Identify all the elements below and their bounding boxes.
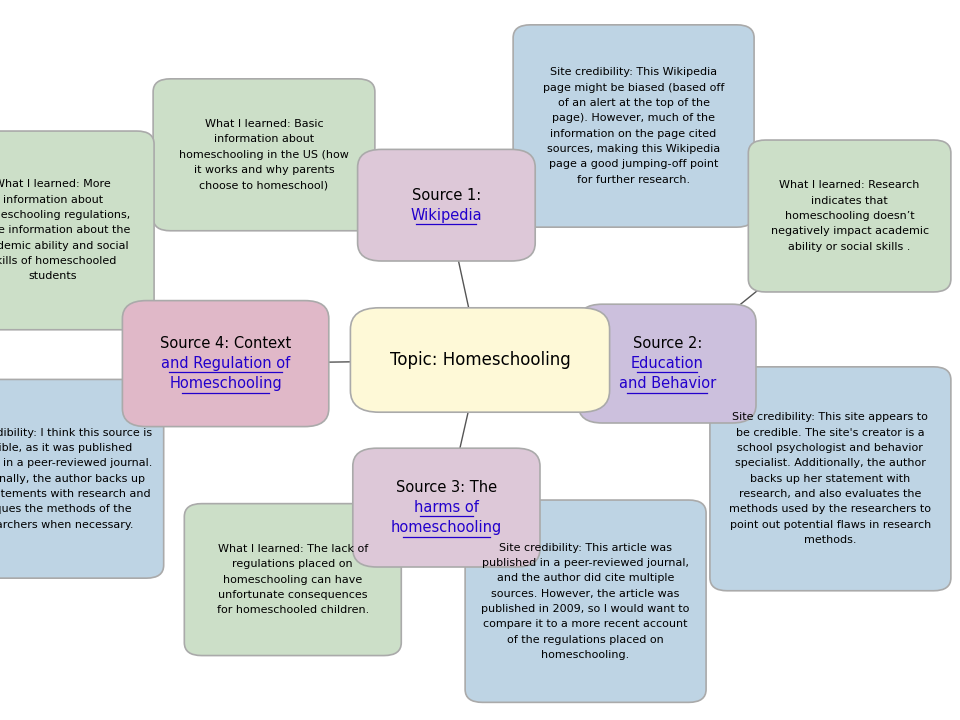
- Text: recently in a peer-reviewed journal.: recently in a peer-reviewed journal.: [0, 459, 152, 469]
- Text: What I learned: Research: What I learned: Research: [780, 180, 920, 190]
- Text: of an alert at the top of the: of an alert at the top of the: [558, 98, 709, 108]
- Text: backs up her statement with: backs up her statement with: [751, 474, 910, 484]
- Text: and the author did cite multiple: and the author did cite multiple: [497, 573, 674, 583]
- Text: What I learned: Basic: What I learned: Basic: [204, 119, 324, 129]
- Text: students: students: [29, 271, 77, 282]
- Text: and Behavior: and Behavior: [618, 377, 716, 391]
- Text: choose to homeschool): choose to homeschool): [200, 181, 328, 191]
- Text: Site credibility: I think this source is: Site credibility: I think this source is: [0, 428, 152, 438]
- Text: school psychologist and behavior: school psychologist and behavior: [737, 443, 924, 453]
- FancyBboxPatch shape: [122, 301, 328, 426]
- Text: critiques the methods of the: critiques the methods of the: [0, 505, 132, 515]
- Text: information on the page cited: information on the page cited: [550, 129, 717, 139]
- Text: for homeschooled children.: for homeschooled children.: [217, 606, 369, 616]
- Text: point out potential flaws in research: point out potential flaws in research: [730, 520, 931, 530]
- Text: Source 2:: Source 2:: [633, 336, 702, 351]
- Text: Additionally, the author backs up: Additionally, the author backs up: [0, 474, 145, 484]
- Text: What I learned: More: What I learned: More: [0, 179, 111, 189]
- Text: compare it to a more recent account: compare it to a more recent account: [483, 619, 688, 629]
- Text: Site credibility: This site appears to: Site credibility: This site appears to: [732, 413, 928, 423]
- Text: of the regulations placed on: of the regulations placed on: [507, 634, 664, 644]
- Text: Site credibility: This Wikipedia: Site credibility: This Wikipedia: [550, 68, 717, 77]
- FancyBboxPatch shape: [709, 366, 950, 590]
- Text: methods.: methods.: [804, 535, 856, 545]
- Text: harms of: harms of: [414, 500, 479, 515]
- Text: more information about the: more information about the: [0, 225, 130, 235]
- Text: homeschooling in the US (how: homeschooling in the US (how: [180, 150, 348, 160]
- FancyBboxPatch shape: [749, 140, 950, 292]
- Text: sources, making this Wikipedia: sources, making this Wikipedia: [547, 144, 720, 154]
- Text: homeschooling: homeschooling: [391, 521, 502, 535]
- Text: Education: Education: [631, 356, 704, 371]
- Text: information about: information about: [3, 194, 103, 204]
- Text: indicates that: indicates that: [811, 196, 888, 206]
- Text: page). However, much of the: page). However, much of the: [552, 113, 715, 123]
- Text: researchers when necessary.: researchers when necessary.: [0, 520, 133, 530]
- FancyBboxPatch shape: [154, 79, 375, 230]
- Text: academic ability and social: academic ability and social: [0, 240, 129, 251]
- Text: homeschooling.: homeschooling.: [541, 650, 630, 660]
- Text: homeschooling can have: homeschooling can have: [223, 575, 363, 585]
- Text: Wikipedia: Wikipedia: [411, 208, 482, 222]
- FancyBboxPatch shape: [465, 500, 706, 703]
- Text: skills of homeschooled: skills of homeschooled: [0, 256, 116, 266]
- FancyBboxPatch shape: [357, 149, 536, 261]
- FancyBboxPatch shape: [184, 504, 401, 655]
- Text: sources. However, the article was: sources. However, the article was: [492, 588, 680, 598]
- Text: negatively impact academic: negatively impact academic: [771, 226, 928, 236]
- Text: ability or social skills .: ability or social skills .: [788, 242, 911, 252]
- Text: page might be biased (based off: page might be biased (based off: [543, 83, 724, 93]
- Text: homeschooling regulations,: homeschooling regulations,: [0, 210, 130, 220]
- Text: credible, as it was published: credible, as it was published: [0, 443, 132, 453]
- Text: published in a peer-reviewed journal,: published in a peer-reviewed journal,: [482, 558, 689, 568]
- FancyBboxPatch shape: [0, 131, 154, 330]
- FancyBboxPatch shape: [0, 379, 163, 578]
- Text: regulations placed on: regulations placed on: [232, 559, 353, 570]
- Text: specialist. Additionally, the author: specialist. Additionally, the author: [735, 459, 925, 469]
- FancyBboxPatch shape: [350, 308, 610, 412]
- Text: their statements with research and: their statements with research and: [0, 489, 151, 499]
- FancyBboxPatch shape: [513, 25, 754, 228]
- Text: research, and also evaluates the: research, and also evaluates the: [739, 489, 922, 499]
- Text: What I learned: The lack of: What I learned: The lack of: [218, 544, 368, 554]
- FancyBboxPatch shape: [578, 304, 756, 423]
- Text: Source 4: Context: Source 4: Context: [160, 336, 291, 351]
- Text: be credible. The site's creator is a: be credible. The site's creator is a: [736, 428, 924, 438]
- Text: Homeschooling: Homeschooling: [169, 377, 282, 391]
- Text: published in 2009, so I would want to: published in 2009, so I would want to: [481, 604, 690, 614]
- Text: Site credibility: This article was: Site credibility: This article was: [499, 543, 672, 552]
- Text: unfortunate consequences: unfortunate consequences: [218, 590, 368, 600]
- Text: homeschooling doesn’t: homeschooling doesn’t: [784, 211, 915, 221]
- Text: and Regulation of: and Regulation of: [161, 356, 290, 371]
- Text: information about: information about: [214, 135, 314, 145]
- Text: Source 3: The: Source 3: The: [396, 480, 497, 495]
- Text: it works and why parents: it works and why parents: [194, 165, 334, 175]
- Text: Source 1:: Source 1:: [412, 188, 481, 202]
- Text: Topic: Homeschooling: Topic: Homeschooling: [390, 351, 570, 369]
- FancyBboxPatch shape: [353, 448, 540, 567]
- Text: page a good jumping-off point: page a good jumping-off point: [549, 159, 718, 169]
- Text: methods used by the researchers to: methods used by the researchers to: [730, 505, 931, 515]
- Text: for further research.: for further research.: [577, 175, 690, 184]
